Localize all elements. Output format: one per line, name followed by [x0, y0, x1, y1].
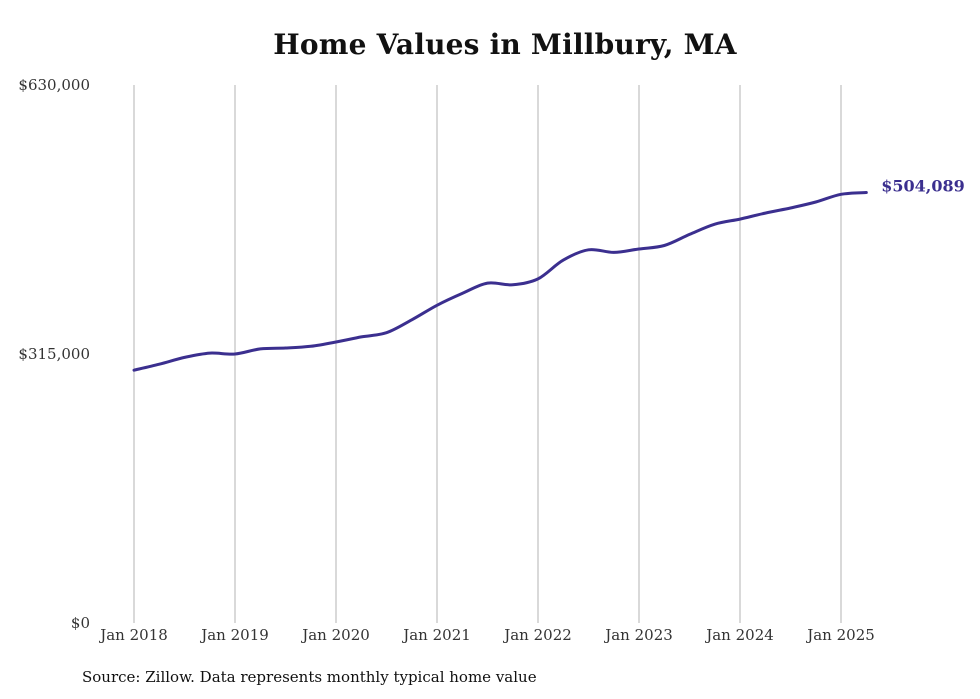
x-tick-label: Jan 2024	[704, 626, 774, 644]
source-note: Source: Zillow. Data represents monthly …	[82, 668, 537, 686]
x-tick-label: Jan 2023	[603, 626, 673, 644]
x-tick-label: Jan 2021	[401, 626, 471, 644]
series-layer	[132, 191, 868, 372]
end-value-label: $504,089	[881, 177, 965, 196]
y-tick-label: $630,000	[18, 76, 90, 94]
x-axis: Jan 2018 Jan 2019 Jan 2020 Jan 2021 Jan 2022…	[98, 626, 875, 644]
x-tick-label: Jan 2019	[199, 626, 269, 644]
x-tick-label: Jan 2020	[300, 626, 370, 644]
y-tick-label: $0	[71, 614, 90, 632]
line-chart: $0$315,000$630,000 Jan 2018 Jan 2019 Jan 2…	[18, 76, 965, 644]
series-line	[132, 191, 868, 372]
x-tick-label: Jan 2022	[502, 626, 572, 644]
y-axis: $0 $315,000 $630,000	[18, 76, 90, 632]
x-tick-label: Jan 2025	[805, 626, 875, 644]
x-tick-label: Jan 2018	[98, 626, 168, 644]
end-label-layer: $504,089	[881, 177, 965, 196]
y-tick-label: $315,000	[18, 345, 90, 363]
chart-title: Home Values in Millbury, MA	[273, 28, 737, 61]
